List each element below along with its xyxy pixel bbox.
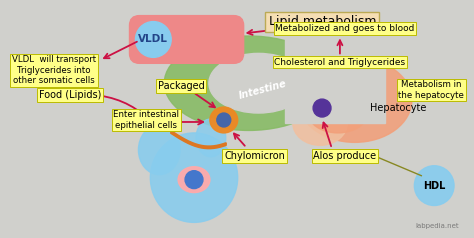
- Ellipse shape: [293, 101, 347, 145]
- Text: Cholesterol and Triglycerides: Cholesterol and Triglycerides: [274, 58, 405, 67]
- Ellipse shape: [138, 125, 180, 175]
- FancyArrowPatch shape: [234, 134, 245, 146]
- Text: VLDL: VLDL: [138, 35, 168, 45]
- Text: Chylomicron: Chylomicron: [224, 151, 285, 161]
- Ellipse shape: [178, 167, 210, 193]
- FancyArrowPatch shape: [195, 94, 215, 107]
- Text: Alos produce: Alos produce: [313, 151, 376, 161]
- Circle shape: [136, 22, 171, 57]
- FancyArrowPatch shape: [169, 119, 203, 124]
- Text: VLDL  will transport
Triglycerides into
other somatic cells: VLDL will transport Triglycerides into o…: [12, 55, 96, 85]
- Text: labpedia.net: labpedia.net: [415, 223, 459, 229]
- Text: Packaged: Packaged: [158, 81, 204, 91]
- Text: Metabolized and goes to blood: Metabolized and goes to blood: [275, 24, 415, 33]
- FancyArrowPatch shape: [323, 123, 331, 146]
- Text: Intestine: Intestine: [237, 79, 288, 101]
- Circle shape: [414, 166, 454, 205]
- Ellipse shape: [209, 53, 308, 113]
- Text: Metabolism in
the hepatocyte: Metabolism in the hepatocyte: [398, 80, 464, 100]
- FancyArrowPatch shape: [104, 42, 137, 58]
- Ellipse shape: [298, 58, 412, 142]
- Text: Lipid metabolism: Lipid metabolism: [269, 15, 376, 29]
- Ellipse shape: [308, 93, 368, 133]
- Ellipse shape: [164, 36, 333, 130]
- Circle shape: [217, 113, 231, 127]
- FancyArrowPatch shape: [337, 40, 342, 54]
- Text: HDL: HDL: [423, 181, 446, 191]
- FancyBboxPatch shape: [129, 16, 244, 63]
- Text: Food (Lipids): Food (Lipids): [39, 90, 101, 100]
- Circle shape: [313, 99, 331, 117]
- Circle shape: [185, 171, 203, 188]
- FancyArrowPatch shape: [341, 58, 346, 64]
- Text: Hepatocyte: Hepatocyte: [370, 103, 426, 113]
- Text: Enter intestinal
epithelial cells: Enter intestinal epithelial cells: [113, 110, 179, 130]
- Ellipse shape: [150, 133, 237, 222]
- FancyArrowPatch shape: [247, 29, 283, 35]
- FancyBboxPatch shape: [285, 39, 384, 123]
- Ellipse shape: [210, 107, 237, 133]
- FancyArrowPatch shape: [100, 95, 153, 124]
- Ellipse shape: [196, 119, 226, 157]
